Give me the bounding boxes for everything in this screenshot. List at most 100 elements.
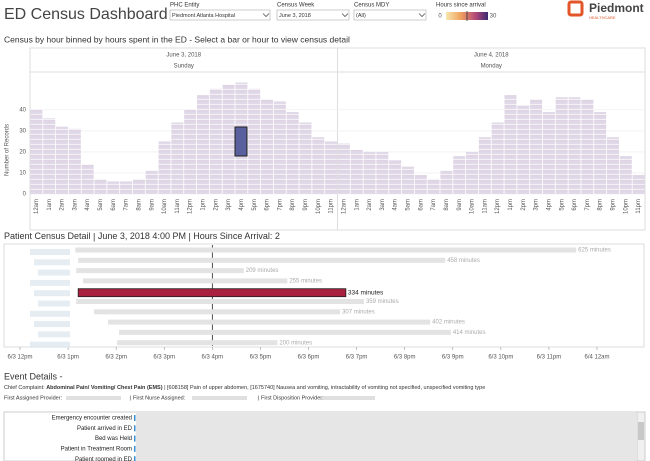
dropdown[interactable] (276, 9, 350, 21)
event-label[interactable]: Patient roomed in ED (75, 457, 133, 461)
bar[interactable] (350, 149, 363, 194)
bar[interactable] (632, 175, 645, 194)
bar[interactable] (107, 181, 120, 194)
x-tick-label[interactable]: 3pm (534, 199, 540, 211)
x-tick-label[interactable]: 6pm (572, 199, 578, 211)
x-tick-label[interactable]: 5pm (252, 199, 258, 211)
x-tick-label[interactable]: 12pm (495, 199, 501, 214)
bar[interactable] (120, 181, 133, 194)
bar[interactable] (209, 88, 222, 194)
bar[interactable] (414, 175, 427, 194)
x-tick-label[interactable]: 12am (34, 199, 40, 214)
x-tick-label[interactable]: 1am (47, 199, 53, 211)
bar[interactable] (581, 99, 594, 194)
event-label[interactable]: Bed was Held (95, 436, 132, 442)
x-tick-label[interactable]: 5am (406, 199, 412, 211)
x-tick-label[interactable]: 11pm (329, 199, 335, 214)
bar[interactable] (184, 109, 197, 194)
x-tick-label[interactable]: 7pm (277, 199, 283, 211)
x-tick-label[interactable]: 7pm (585, 199, 591, 211)
x-tick-label[interactable]: 11am (175, 199, 181, 214)
bar[interactable] (248, 88, 261, 194)
x-tick-label[interactable]: 2pm (213, 199, 219, 211)
bar[interactable] (401, 166, 414, 194)
x-tick-label[interactable]: 1am (354, 199, 360, 211)
bar[interactable] (158, 141, 171, 194)
bar[interactable] (132, 179, 145, 194)
bar[interactable] (453, 156, 466, 194)
x-tick-label[interactable]: 1pm (201, 199, 207, 211)
bar[interactable] (376, 151, 389, 194)
x-tick-label[interactable]: 11pm (636, 199, 642, 214)
x-tick-label[interactable]: 11am (482, 199, 488, 214)
bar[interactable] (466, 151, 479, 194)
dropdown[interactable] (353, 9, 427, 21)
x-tick-label[interactable]: 7am (124, 199, 130, 211)
x-tick-label[interactable]: 9pm (611, 199, 617, 211)
scroll-thumb[interactable] (638, 422, 644, 440)
stay-bar[interactable] (119, 329, 451, 335)
bar[interactable] (491, 122, 504, 194)
x-tick-label[interactable]: 9am (457, 199, 463, 211)
x-tick-label[interactable]: 8pm (598, 199, 604, 211)
x-tick-label[interactable]: 10am (470, 199, 476, 214)
x-tick-label[interactable]: 7am (431, 199, 437, 211)
bar[interactable] (312, 137, 325, 194)
bar[interactable] (56, 126, 69, 194)
selected-segment[interactable] (234, 126, 248, 157)
x-tick-label[interactable]: 10am (162, 199, 168, 214)
event-label[interactable]: Patient in Treatment Room (61, 446, 132, 452)
x-tick-label[interactable]: 8am (136, 199, 142, 211)
x-tick-label[interactable]: 2am (60, 199, 66, 211)
bar[interactable] (30, 109, 43, 194)
bar[interactable] (478, 137, 491, 194)
bar[interactable] (619, 156, 632, 194)
stay-bar[interactable] (75, 247, 577, 253)
stay-bar[interactable] (94, 309, 341, 315)
x-tick-label[interactable]: 4am (393, 199, 399, 211)
bar[interactable] (530, 99, 543, 194)
x-tick-label[interactable]: 4pm (546, 199, 552, 211)
dropdown[interactable] (169, 9, 271, 21)
bar[interactable] (427, 179, 440, 194)
x-tick-label[interactable]: 9am (149, 199, 155, 211)
x-tick-label[interactable]: 6pm (265, 199, 271, 211)
bar[interactable] (222, 84, 235, 194)
bar[interactable] (171, 122, 184, 194)
x-tick-label[interactable]: 9pm (303, 199, 309, 211)
bar[interactable] (606, 137, 619, 194)
bar[interactable] (94, 179, 107, 194)
bar[interactable] (261, 99, 274, 194)
bar[interactable] (81, 164, 94, 194)
x-tick-label[interactable]: 10pm (316, 199, 322, 214)
x-tick-label[interactable]: 6am (418, 199, 424, 211)
x-tick-label[interactable]: 8am (444, 199, 450, 211)
bar[interactable] (389, 160, 402, 194)
bar[interactable] (440, 170, 453, 194)
bar[interactable] (555, 97, 568, 194)
stay-bar[interactable] (77, 288, 347, 298)
bar[interactable] (196, 95, 209, 194)
bar[interactable] (517, 105, 530, 194)
x-tick-label[interactable]: 5pm (559, 199, 565, 211)
event-label[interactable]: Emergency encounter created (52, 416, 132, 422)
bar[interactable] (145, 170, 158, 194)
bar[interactable] (542, 111, 555, 194)
x-tick-label[interactable]: 3am (72, 199, 78, 211)
x-tick-label[interactable]: 12am (341, 199, 347, 214)
x-tick-label[interactable]: 3am (380, 199, 386, 211)
stay-bar[interactable] (78, 257, 446, 263)
stay-bar[interactable] (76, 268, 244, 274)
x-tick-label[interactable]: 2pm (521, 199, 527, 211)
x-tick-label[interactable]: 8pm (290, 199, 296, 211)
x-tick-label[interactable]: 12pm (188, 199, 194, 214)
x-tick-label[interactable]: 10pm (623, 199, 629, 214)
bar[interactable] (504, 95, 517, 194)
x-tick-label[interactable]: 5am (98, 199, 104, 211)
bar[interactable] (273, 101, 286, 194)
bar[interactable] (337, 143, 350, 194)
bar[interactable] (594, 111, 607, 194)
x-tick-label[interactable]: 4pm (239, 199, 245, 211)
stay-bar[interactable] (76, 299, 364, 304)
bar[interactable] (568, 97, 581, 194)
